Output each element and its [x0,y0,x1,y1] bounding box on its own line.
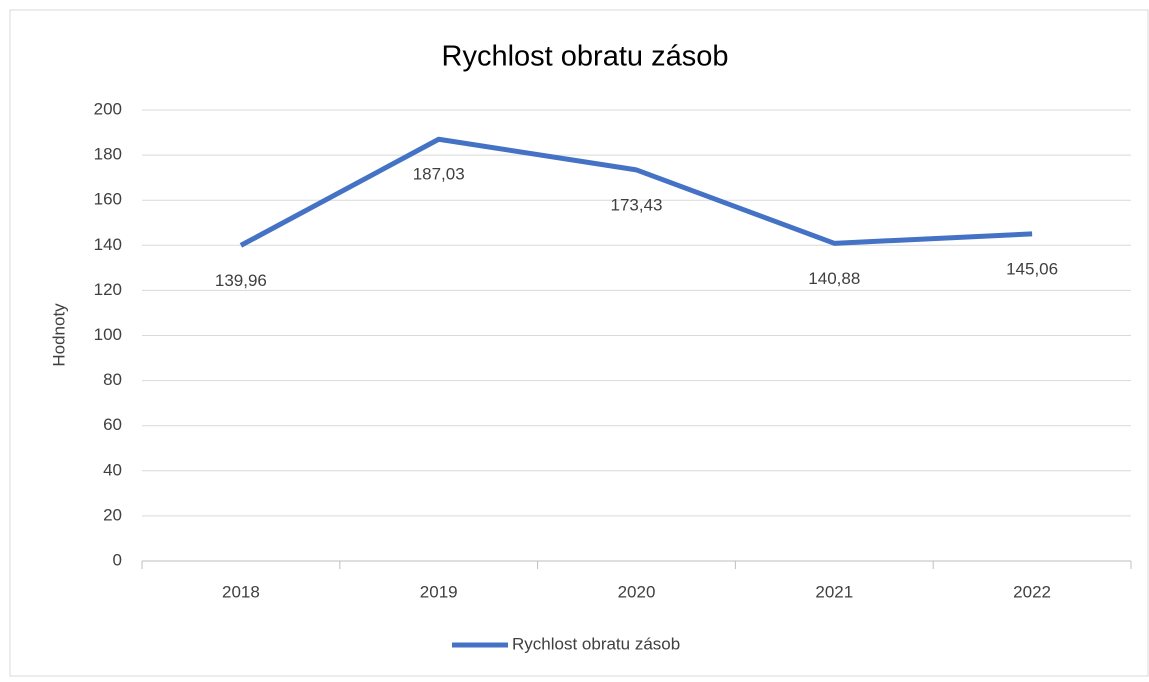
y-tick-label: 80 [103,370,122,389]
y-tick-label: 120 [94,280,122,299]
x-tick-label: 2019 [420,582,458,601]
y-tick-label: 200 [94,99,122,118]
data-label: 139,96 [215,271,267,290]
x-tick-label: 2021 [815,582,853,601]
y-tick-label: 0 [113,550,122,569]
legend-label: Rychlost obratu zásob [512,634,680,653]
x-tick-label: 2020 [618,582,656,601]
y-tick-label: 20 [103,505,122,524]
chart-border [9,9,1149,677]
y-tick-label: 100 [94,325,122,344]
data-label: 140,88 [808,269,860,288]
chart-title: Rychlost obratu zásob [442,41,729,73]
y-tick-label: 160 [94,190,122,209]
y-tick-label: 140 [94,235,122,254]
x-tick-label: 2018 [222,582,260,601]
y-tick-label: 60 [103,415,122,434]
line-series [239,136,1033,248]
data-label: 173,43 [611,195,663,214]
y-axis-label: Hodnoty [49,303,68,367]
data-label: 187,03 [413,165,465,184]
data-label: 145,06 [1006,259,1058,278]
y-tick-label: 180 [94,145,122,164]
y-tick-label: 40 [103,460,122,479]
x-tick-label: 2022 [1013,582,1051,601]
